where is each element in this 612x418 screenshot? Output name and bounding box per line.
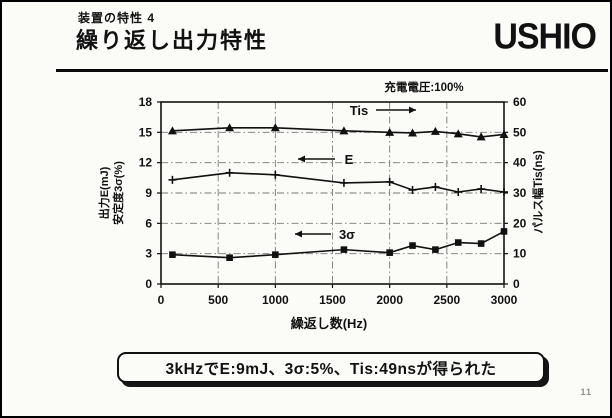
- marker-square: [500, 228, 508, 235]
- x-tick-label: 2500: [433, 293, 460, 307]
- right-tick-label: 20: [513, 216, 527, 230]
- marker-triangle: [167, 126, 177, 135]
- x-tick-label: 1000: [262, 293, 289, 307]
- marker-square: [477, 240, 485, 247]
- marker-square: [454, 239, 462, 246]
- left-tick-label: 6: [145, 216, 152, 230]
- marker-triangle: [453, 129, 463, 138]
- series-line-3σ: [172, 230, 505, 259]
- right-tick-label: 30: [513, 186, 527, 200]
- left-tick-label: 9: [145, 186, 152, 200]
- marker-triangle: [339, 126, 349, 135]
- series-line-E: [172, 171, 505, 193]
- right-tick-label: 50: [513, 125, 527, 139]
- marker-square: [272, 251, 279, 258]
- series-line-Tis: [172, 126, 505, 138]
- marker-square: [226, 254, 233, 262]
- marker-square: [432, 246, 439, 253]
- right-tick-label: 0: [513, 277, 520, 291]
- ushio-logo: USHIO: [493, 17, 597, 57]
- marker-triangle: [270, 123, 280, 132]
- left-tick-label: 15: [139, 125, 153, 139]
- marker-triangle: [430, 126, 440, 135]
- marker-square: [386, 249, 393, 256]
- left-tick-label: 18: [139, 95, 153, 109]
- annotation-arrowhead: [295, 230, 302, 238]
- annotation-arrowhead: [409, 106, 416, 114]
- marker-square: [169, 251, 176, 258]
- left-tick-label: 3: [145, 247, 152, 261]
- page-number: 11: [580, 387, 592, 397]
- slide-subtitle: 装置の特性 4: [78, 11, 156, 25]
- right-axis-label: パルス幅Tis(ns): [531, 150, 545, 234]
- marker-triangle: [499, 129, 509, 138]
- marker-triangle: [225, 123, 235, 132]
- x-tick-label: 500: [208, 293, 228, 307]
- right-tick-label: 40: [513, 156, 527, 170]
- annotation-label-E: E: [345, 152, 354, 167]
- annotation-label-3σ: 3σ: [339, 227, 355, 242]
- left-axis-label: 出力E(mJ) 安定度3σ(%): [97, 161, 125, 225]
- marker-square: [409, 242, 416, 249]
- page-title: 繰り返し出力特性: [76, 28, 269, 53]
- annotation-arrowhead: [298, 155, 305, 163]
- marker-triangle: [408, 128, 418, 137]
- header-divider: [56, 69, 608, 72]
- marker-triangle: [476, 132, 486, 141]
- x-tick-label: 1500: [319, 293, 346, 307]
- x-tick-label: 2000: [376, 293, 403, 307]
- marker-square: [340, 246, 348, 253]
- x-tick-label: 3000: [491, 293, 518, 307]
- left-tick-label: 12: [139, 156, 153, 170]
- result-callout-text: 3kHzでE:9mJ、3σ:5%、Tis:49nsが得られた: [165, 360, 497, 378]
- marker-triangle: [385, 127, 395, 136]
- condition-note: 充電電圧:100%: [384, 80, 463, 94]
- annotation-label-Tis: Tis: [350, 103, 369, 118]
- x-tick-label: 0: [158, 293, 165, 307]
- right-tick-label: 10: [513, 247, 527, 261]
- x-axis-label: 繰返し数(Hz): [291, 316, 368, 331]
- right-tick-label: 60: [513, 95, 527, 109]
- result-callout: 3kHzでE:9mJ、3σ:5%、Tis:49nsが得られた: [117, 352, 545, 383]
- left-tick-label: 0: [145, 277, 152, 291]
